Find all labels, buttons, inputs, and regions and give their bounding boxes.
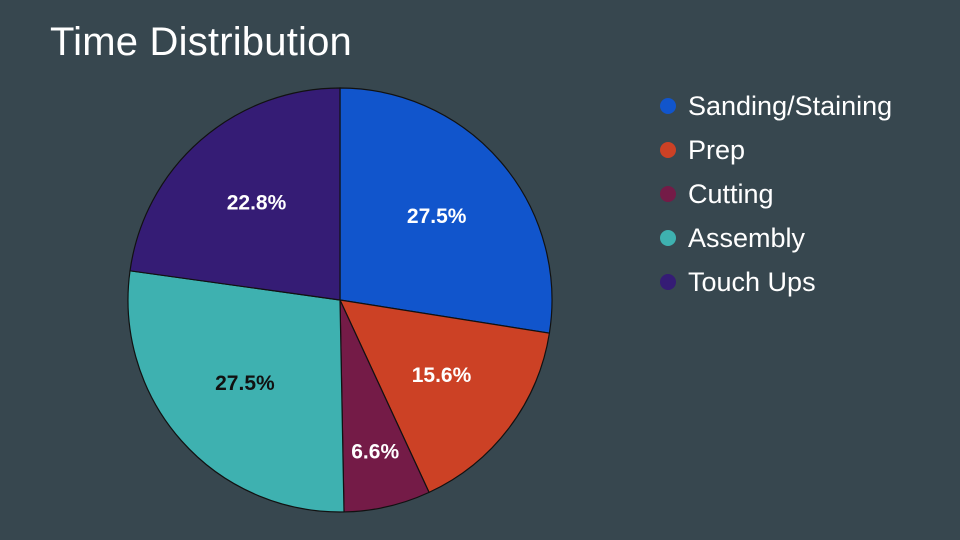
slice-value-label: 22.8% — [227, 192, 287, 215]
slice-value-label: 27.5% — [215, 372, 275, 395]
legend-label: Prep — [688, 134, 746, 165]
legend-label: Cutting — [688, 178, 774, 209]
legend-item: Assembly — [660, 216, 892, 260]
legend-marker — [660, 274, 676, 290]
legend-item: Prep — [660, 128, 892, 172]
pie-slice-prep — [338, 299, 551, 494]
slice-value-label: 27.5% — [407, 205, 467, 228]
legend-item: Cutting — [660, 172, 892, 216]
legend-marker — [660, 230, 676, 246]
legend-marker — [660, 98, 676, 114]
slice-value-label: 6.6% — [351, 440, 399, 463]
legend-marker — [660, 142, 676, 158]
slice-value-label: 15.6% — [412, 364, 472, 387]
legend-label: Touch Ups — [688, 266, 816, 297]
pie-slice-sanding-staining — [339, 87, 553, 334]
legend-marker — [660, 186, 676, 202]
legend-item: Sanding/Staining — [660, 84, 892, 128]
pie-slice-touch-ups — [129, 87, 341, 301]
chart-legend: Sanding/Staining Prep Cutting Assembly T… — [660, 84, 892, 304]
chart-title: Time Distribution — [50, 20, 352, 64]
legend-label: Sanding/Staining — [688, 90, 893, 121]
legend-label: Assembly — [688, 222, 806, 253]
pie-slice-assembly — [127, 270, 345, 513]
legend-item: Touch Ups — [660, 260, 892, 304]
